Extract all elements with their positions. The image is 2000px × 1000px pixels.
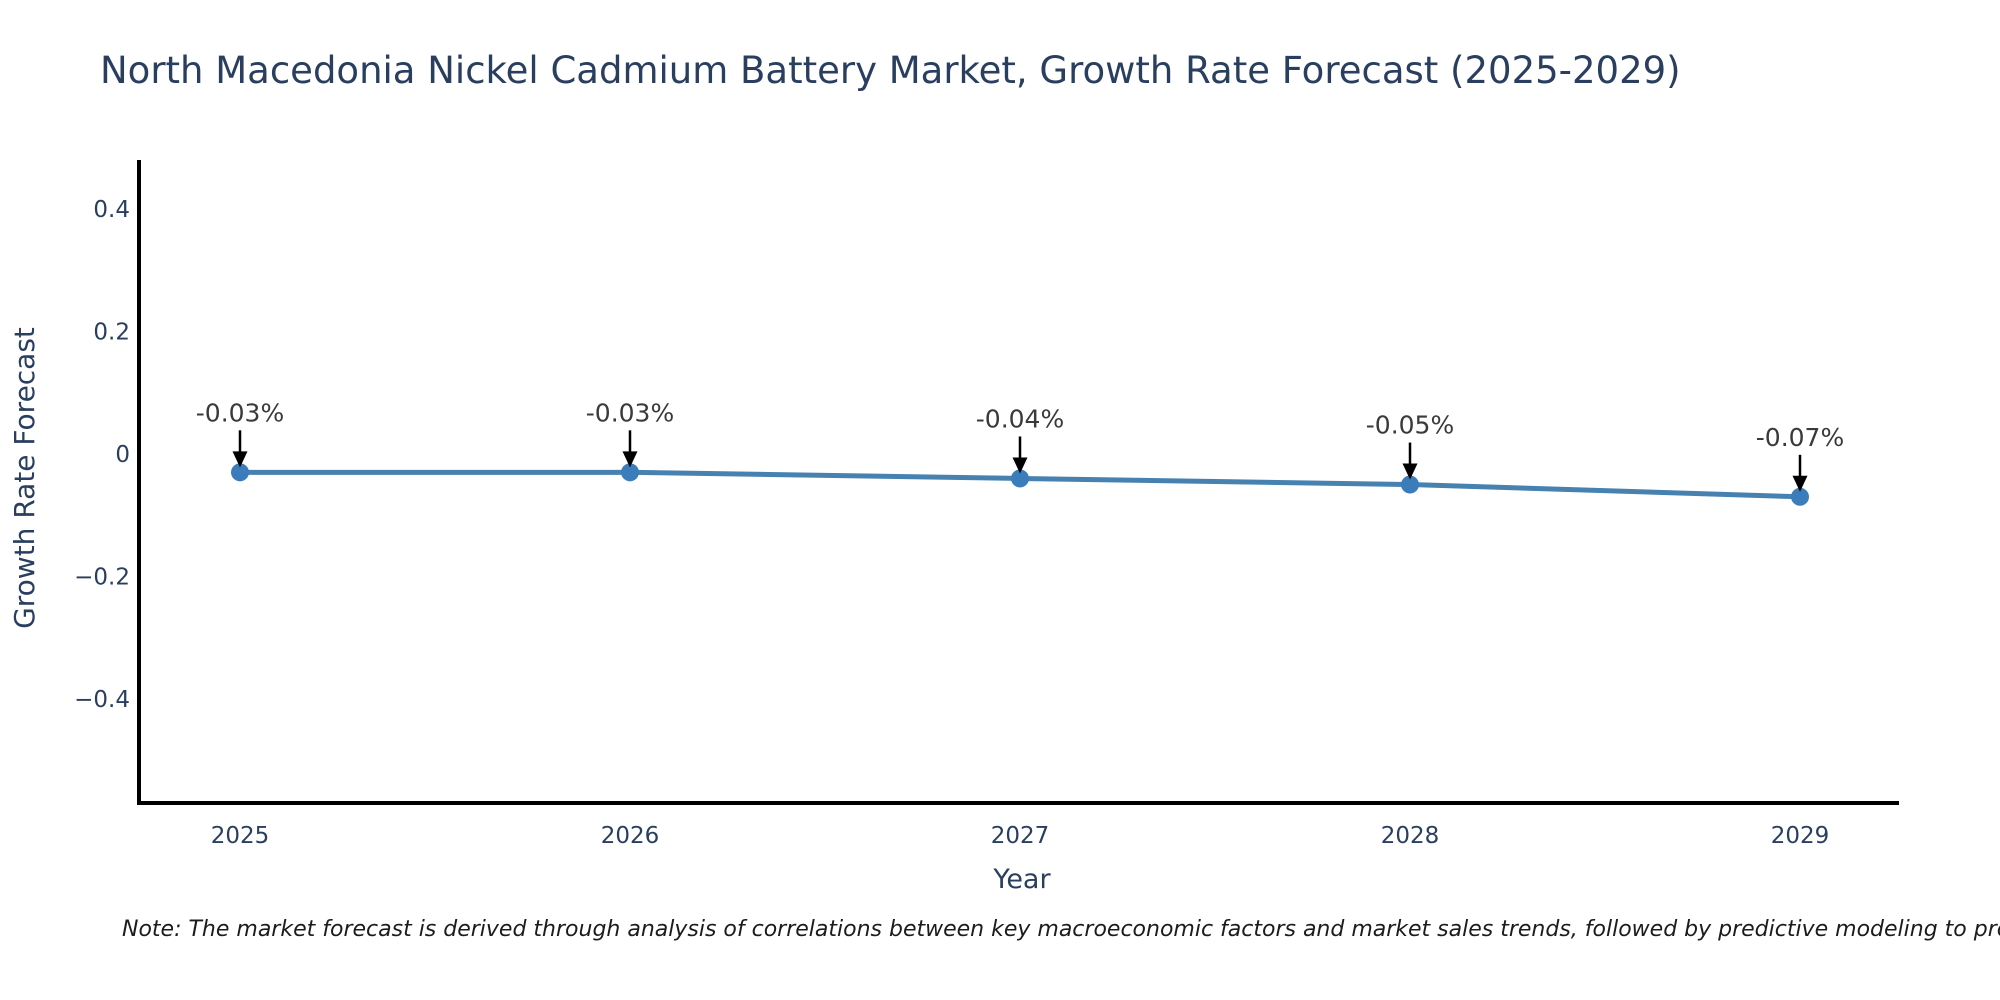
y-tick-label: −0.2 — [74, 564, 130, 590]
data-point-marker — [1791, 487, 1809, 506]
y-axis-title: Growth Rate Forecast — [8, 327, 41, 629]
annotation-arrowhead-icon — [1012, 457, 1028, 474]
point-value-label: -0.03% — [196, 398, 284, 427]
x-tick-label: 2029 — [1771, 823, 1830, 849]
annotation-arrowhead-icon — [1792, 475, 1808, 492]
annotation-arrowhead-icon — [1402, 463, 1418, 480]
point-value-label: -0.03% — [586, 398, 674, 427]
axes — [137, 160, 1899, 805]
point-value-label: -0.05% — [1366, 411, 1454, 440]
data-point-marker — [231, 463, 249, 482]
x-axis-title: Year — [992, 864, 1051, 895]
x-tick-labels: 2025 2026 2027 2028 2029 — [211, 823, 1830, 849]
data-point-marker — [1401, 475, 1419, 494]
x-tick-label: 2026 — [601, 823, 660, 849]
point-annotations: -0.03% -0.03% -0.04% -0.05% -0.07% — [196, 398, 1844, 492]
point-value-label: -0.04% — [976, 404, 1064, 433]
annotation-arrowhead-icon — [622, 451, 638, 468]
x-tick-label: 2028 — [1381, 823, 1440, 849]
annotation-arrowhead-icon — [232, 451, 248, 468]
point-value-label: -0.07% — [1756, 423, 1844, 452]
data-point-marker — [1011, 469, 1029, 488]
y-tick-labels: 0.4 0.2 0 −0.2 −0.4 — [74, 197, 130, 713]
y-tick-label: −0.4 — [74, 687, 130, 713]
chart-title: North Macedonia Nickel Cadmium Battery M… — [100, 49, 1681, 92]
data-point-marker — [621, 463, 639, 482]
line-series — [231, 463, 1809, 506]
y-tick-label: 0 — [115, 442, 130, 468]
x-tick-label: 2025 — [211, 823, 270, 849]
y-tick-label: 0.2 — [93, 319, 130, 345]
x-tick-label: 2027 — [991, 823, 1050, 849]
y-tick-label: 0.4 — [93, 197, 130, 223]
footnote: Note: The market forecast is derived thr… — [122, 917, 2000, 942]
